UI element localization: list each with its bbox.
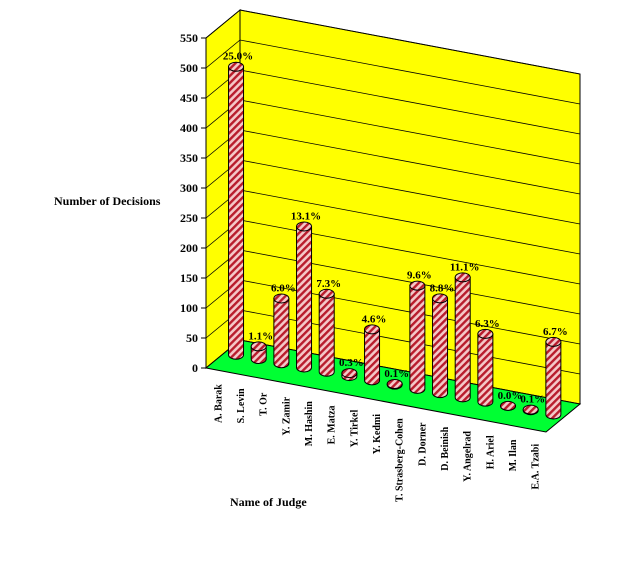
- y-tick-label: 200: [180, 241, 198, 255]
- bar: [409, 280, 426, 394]
- bar: [273, 293, 290, 369]
- data-label: 25.0%: [223, 51, 253, 63]
- y-tick-label: 450: [180, 91, 198, 105]
- data-label: 9.6%: [407, 270, 432, 282]
- x-tick-label: H. Ariel: [485, 435, 496, 469]
- y-tick-label: 400: [180, 121, 198, 135]
- y-tick-label: 0: [192, 361, 198, 375]
- y-tick-label: 350: [180, 151, 198, 165]
- bar: [341, 368, 358, 382]
- x-tick-label: Y. Zamir: [281, 396, 292, 435]
- data-label: 6.7%: [543, 326, 568, 338]
- x-tick-label: S. Levin: [236, 388, 247, 423]
- bar: [477, 328, 494, 407]
- data-label: 1.1%: [248, 330, 273, 342]
- x-tick-label: Y. Angelrad: [463, 431, 474, 482]
- x-tick-label: M. Ilan: [508, 439, 519, 471]
- y-tick-label: 250: [180, 211, 198, 225]
- data-label: 0.3%: [339, 357, 364, 369]
- bar: [454, 272, 471, 403]
- data-label: 6.0%: [271, 282, 296, 294]
- bar: [522, 404, 539, 416]
- x-tick-label: Y. Kedmi: [372, 414, 383, 454]
- x-axis-title: Name of Judge: [230, 495, 307, 509]
- bar: [364, 324, 381, 386]
- x-tick-label: M. Hashin: [304, 401, 315, 446]
- data-label: 0.0%: [498, 390, 523, 402]
- data-label: 7.3%: [316, 278, 341, 290]
- data-label: 0.1%: [384, 368, 409, 380]
- y-tick-label: 300: [180, 181, 198, 195]
- x-tick-label: E. Matza: [327, 405, 338, 444]
- bar: [318, 288, 335, 377]
- bar: [296, 221, 313, 373]
- y-tick-label: 100: [180, 301, 198, 315]
- bar: [250, 341, 267, 364]
- data-label: 6.3%: [475, 318, 500, 330]
- x-tick-label: A. Barak: [213, 384, 224, 423]
- y-tick-label: 50: [186, 331, 198, 345]
- y-tick-label: 150: [180, 271, 198, 285]
- data-label: 11.1%: [450, 261, 480, 273]
- bar: [386, 379, 403, 390]
- x-tick-label: Y. Tirkel: [349, 410, 360, 448]
- x-tick-label: T. Or: [259, 392, 270, 416]
- bars: [228, 61, 562, 420]
- bar: [228, 61, 245, 360]
- data-label: 4.6%: [362, 313, 387, 325]
- data-labels: 25.0% 1.1% 6.0% 13.1% 7.3% 0.3% 4.6% 0.1% 9.6%8.…: [223, 51, 568, 406]
- y-axis-title: Number of Decisions: [54, 194, 161, 208]
- x-tick-label: E.A. Tzabi: [531, 444, 542, 490]
- bar: [432, 293, 449, 399]
- y-tick-label: 500: [180, 61, 198, 75]
- data-label: 0.1%: [520, 394, 545, 406]
- gridline: [205, 9, 581, 75]
- data-label: 13.1%: [291, 211, 321, 223]
- x-tick-labels: A. Barak S. Levin T. Or Y. Zamir M. Hashin E.…: [213, 384, 541, 502]
- bar: [545, 336, 562, 420]
- gridline: [205, 39, 581, 105]
- data-label: 8.8%: [430, 282, 455, 294]
- x-tick-label: T. Strasberg-Cohen: [395, 418, 406, 502]
- x-tick-label: D. Beinish: [440, 426, 451, 470]
- y-axis: 0 50 100 150 200 250 300 350 400 450 500 550: [180, 31, 207, 375]
- x-tick-label: D. Dorner: [417, 422, 428, 466]
- y-tick-label: 550: [180, 31, 198, 45]
- bar: [500, 400, 517, 411]
